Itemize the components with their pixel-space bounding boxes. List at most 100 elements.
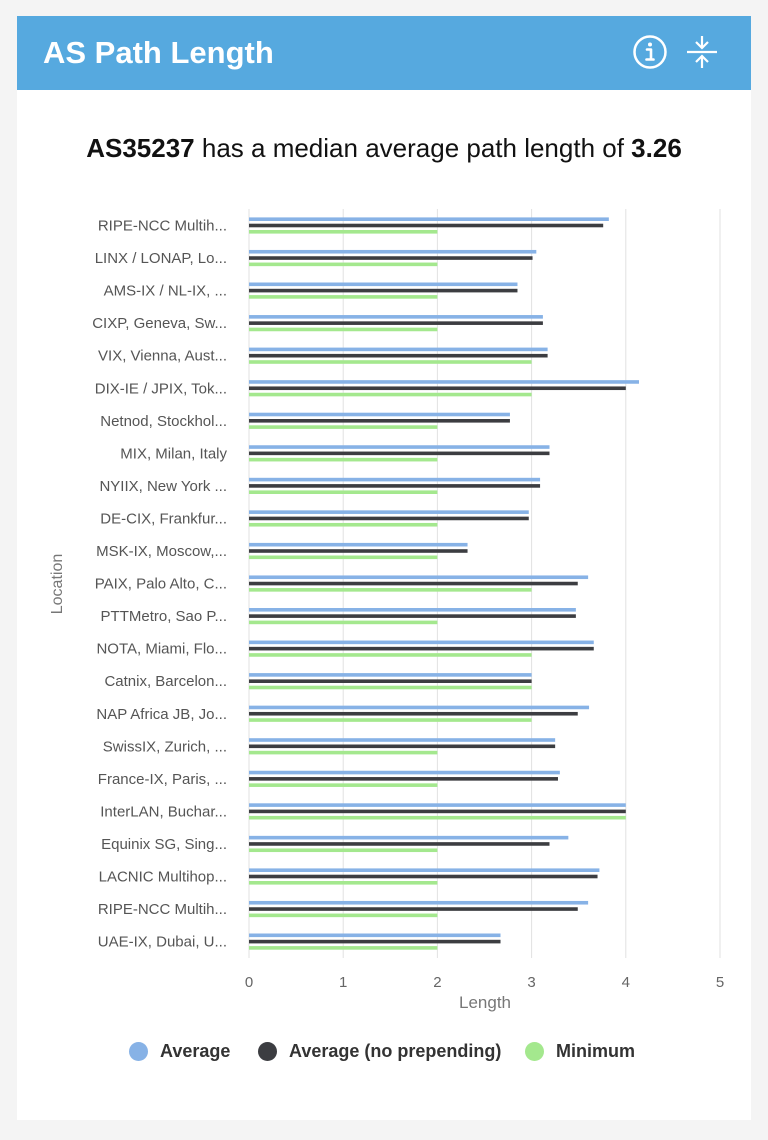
bar-average-no-prepending [249, 939, 501, 944]
bar-average-no-prepending [249, 549, 468, 553]
y-category-label: InterLAN, Buchar... [100, 803, 227, 820]
bar-average [249, 738, 556, 742]
bar-minimum [249, 392, 532, 397]
bar-average-no-prepending [249, 907, 578, 911]
x-tick-label: 3 [527, 974, 535, 991]
bar-minimum [249, 718, 532, 722]
median-path-length-value: 3.26 [631, 133, 682, 163]
y-category-label: PTTMetro, Sao P... [101, 608, 227, 625]
x-tick-label: 5 [716, 974, 724, 991]
y-category-label: France-IX, Paris, ... [98, 771, 227, 788]
bar-average [249, 803, 626, 807]
bar-average [249, 575, 589, 580]
y-category-label: DIX-IE / JPIX, Tok... [95, 380, 227, 397]
path-length-bar-chart: 0 1 2 3 4 5 RIPE-NCC Multih... LINX / LONAP, Lo… [49, 209, 724, 1012]
asn-label: AS35237 [86, 133, 195, 163]
y-category-label: Equinix SG, Sing... [101, 836, 227, 853]
y-category-label: Netnod, Stockhol... [100, 413, 227, 430]
info-circle-icon[interactable] [632, 34, 668, 70]
bar-minimum [249, 848, 438, 853]
bar-average [249, 933, 501, 938]
y-category-label: LINX / LONAP, Lo... [95, 250, 227, 267]
y-category-label: VIX, Vienna, Aust... [98, 348, 227, 365]
bar-average [249, 315, 543, 319]
bar-minimum [249, 425, 438, 429]
bar-average [249, 477, 541, 482]
bar-minimum [249, 230, 438, 234]
bar-minimum [249, 327, 438, 332]
legend-label-average-no-prepending: Average (no prepending) [289, 1040, 502, 1061]
bar-average-no-prepending [249, 386, 626, 391]
y-category-label: NYIIX, New York ... [99, 478, 227, 495]
legend-item-average[interactable]: Average [129, 1036, 230, 1066]
bar-average-no-prepending [249, 353, 548, 358]
bar-minimum [249, 946, 438, 950]
legend-swatch-average [129, 1041, 148, 1061]
bar-average [249, 640, 594, 645]
bar-minimum [249, 522, 438, 527]
y-axis-title: Location [49, 554, 66, 615]
bar-minimum [249, 555, 438, 560]
bar-average-no-prepending [249, 288, 518, 293]
bar-average [249, 347, 548, 352]
y-category-label: PAIX, Palo Alto, C... [95, 576, 227, 593]
y-category-label: AMS-IX / NL-IX, ... [104, 283, 227, 300]
bar-average-no-prepending [249, 484, 541, 488]
bar-average [249, 282, 518, 287]
collapse-arrows-icon[interactable] [684, 34, 720, 70]
chart-legend: Average Average (no prepending) Minimum [17, 1036, 751, 1066]
bar-average [249, 542, 468, 547]
bar-average [249, 510, 529, 514]
bar-average-no-prepending [249, 223, 604, 228]
bar-minimum [249, 783, 438, 787]
legend-item-minimum[interactable]: Minimum [525, 1036, 635, 1066]
bar-minimum [249, 653, 532, 657]
bar-minimum [249, 295, 438, 299]
bar-minimum [249, 750, 438, 755]
legend-label-minimum: Minimum [556, 1040, 635, 1061]
bar-average-no-prepending [249, 419, 510, 423]
bar-average-no-prepending [249, 679, 532, 683]
bar-average-no-prepending [249, 842, 550, 846]
x-tick-label: 4 [622, 974, 630, 991]
bar-minimum [249, 490, 438, 494]
bar-minimum [249, 457, 438, 462]
y-category-label: RIPE-NCC Multih... [98, 218, 227, 235]
bar-average [249, 380, 639, 384]
bar-average [249, 868, 600, 872]
y-category-label: SwissIX, Zurich, ... [103, 738, 227, 755]
x-axis-title: Length [459, 993, 511, 1012]
y-category-label: LACNIC Multihop... [99, 869, 227, 886]
bar-average [249, 835, 569, 840]
summary-text: has a median average path length of [194, 133, 632, 163]
bar-average-no-prepending [249, 744, 556, 749]
bar-average [249, 900, 589, 905]
legend-label-average: Average [160, 1040, 231, 1061]
legend-item-average-no-prepending[interactable]: Average (no prepending) [258, 1036, 501, 1066]
legend-swatch-minimum [525, 1041, 544, 1061]
bar-average-no-prepending [249, 451, 550, 456]
y-category-label: UAE-IX, Dubai, U... [98, 934, 227, 951]
bar-average-no-prepending [249, 516, 529, 521]
y-category-label: NAP Africa JB, Jo... [96, 706, 227, 723]
card-header: AS Path Length [17, 16, 751, 90]
x-tick-label: 1 [339, 974, 347, 991]
y-category-label: CIXP, Geneva, Sw... [92, 315, 227, 332]
bar-average-no-prepending [249, 256, 533, 260]
card-title: AS Path Length [43, 35, 274, 70]
bar-average [249, 217, 609, 221]
y-category-label: DE-CIX, Frankfur... [100, 510, 227, 527]
bar-average-no-prepending [249, 809, 626, 814]
bar-average-no-prepending [249, 321, 543, 325]
y-category-label: MSK-IX, Moscow,... [96, 543, 227, 560]
path-length-summary: AS35237 has a median average path length… [17, 132, 751, 164]
bar-average [249, 412, 510, 417]
bar-minimum [249, 685, 532, 690]
bar-average-no-prepending [249, 581, 578, 586]
bar-average [249, 608, 576, 612]
bar-minimum [249, 588, 532, 592]
bar-average [249, 673, 532, 677]
bar-minimum [249, 620, 438, 625]
y-category-label: NOTA, Miami, Flo... [96, 641, 227, 658]
bar-minimum [249, 262, 438, 267]
